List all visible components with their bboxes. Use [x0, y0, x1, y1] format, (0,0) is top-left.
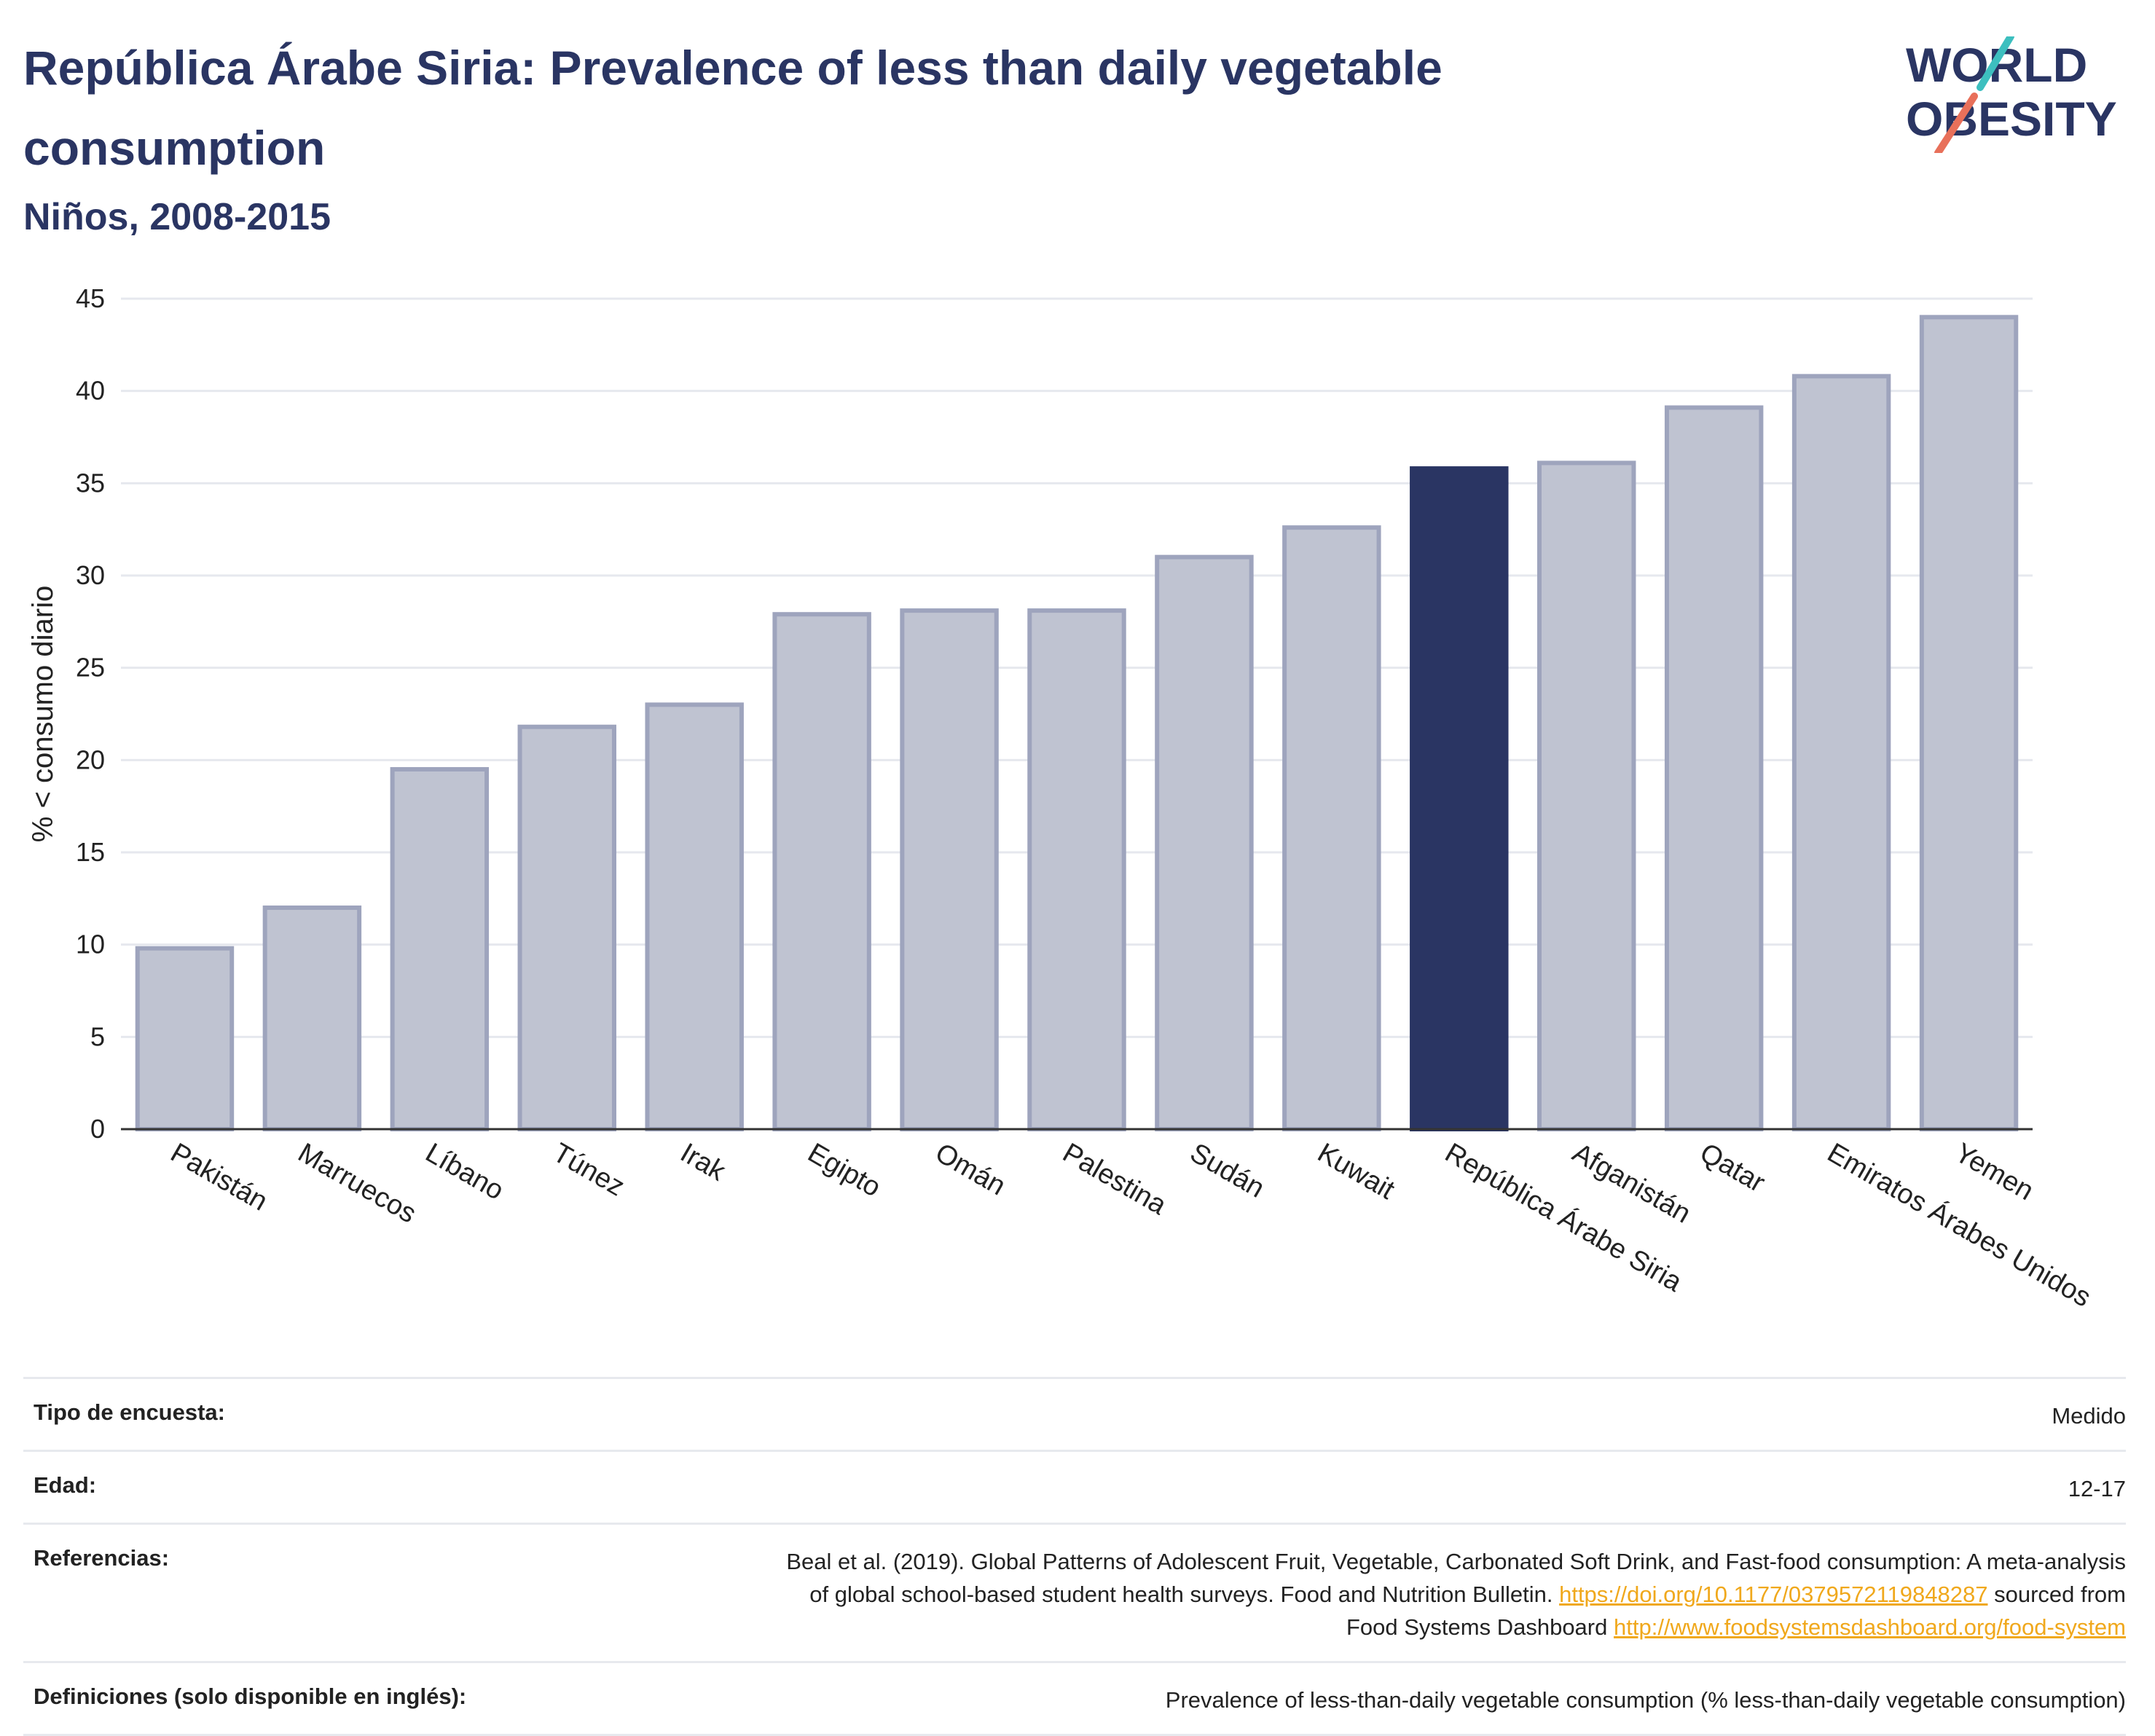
x-tick-label: Túnez	[548, 1137, 629, 1202]
references-line2b: sourced from	[1994, 1582, 2126, 1607]
y-axis-label: % < consumo diario	[27, 586, 59, 842]
bar-7[interactable]	[900, 608, 999, 1131]
x-tick-label: Líbano	[420, 1137, 509, 1206]
survey-label: Tipo de encuesta:	[34, 1399, 225, 1425]
bar-15[interactable]	[1919, 315, 2019, 1131]
bars	[135, 315, 2019, 1132]
bar-9[interactable]	[1155, 554, 1254, 1131]
x-tick-label: Egipto	[803, 1137, 886, 1203]
doi-link[interactable]: https://doi.org/10.1177/0379572119848287	[1559, 1582, 1988, 1607]
references-line1: Beal et al. (2019). Global Patterns of A…	[786, 1549, 2126, 1574]
y-tick-label: 0	[90, 1114, 105, 1144]
references-line2a: of global school-based student health su…	[809, 1582, 1553, 1607]
info-row-age: Edad: 12-17	[23, 1450, 2126, 1523]
y-tick-label: 5	[90, 1021, 105, 1051]
world-obesity-logo[interactable]: WORLD OBESITY	[1901, 33, 2142, 157]
y-tick-label: 10	[76, 930, 105, 959]
bar-3[interactable]	[390, 767, 490, 1131]
x-tick-label: Marruecos	[293, 1137, 421, 1229]
info-row-survey: Tipo de encuesta: Medido	[23, 1377, 2126, 1450]
x-tick-label: Palestina	[1058, 1137, 1172, 1221]
x-tick-label: Irak	[675, 1137, 731, 1187]
world-obesity-logo-icon: WORLD OBESITY	[1906, 33, 2117, 157]
x-tick-label: Qatar	[1695, 1137, 1770, 1198]
bar-13[interactable]	[1664, 405, 1764, 1131]
y-tick-label: 15	[76, 837, 105, 867]
definitions-label: Definiciones (solo disponible en inglés)…	[34, 1684, 467, 1709]
x-tick-label: Pakistán	[165, 1137, 272, 1217]
bar-chart: 0 5 10 15 20 25 30 35 40 45 Pakistán MarruecosLíban…	[27, 283, 2096, 1313]
references-value: Beal et al. (2019). Global Patterns of A…	[786, 1545, 2126, 1643]
bar-2[interactable]	[262, 906, 362, 1131]
bar-11[interactable]	[1410, 466, 1509, 1132]
food-systems-link[interactable]: http://www.foodsystemsdashboard.org/food…	[1614, 1614, 2126, 1640]
age-value: 12-17	[2068, 1476, 2126, 1501]
logo-slash-teal	[1977, 33, 2014, 91]
references-line3a: Food Systems Dashboard	[1346, 1614, 1608, 1640]
y-tick-label: 30	[76, 560, 105, 590]
x-tick-label: Kuwait	[1312, 1137, 1400, 1206]
y-tick-label: 40	[76, 376, 105, 406]
y-tick-label: 35	[76, 468, 105, 498]
chart-title: República Árabe Siria: Prevalence of les…	[23, 41, 1442, 175]
y-tick-label: 25	[76, 653, 105, 683]
x-tick-label: Omán	[930, 1137, 1011, 1201]
references-label: Referencias:	[34, 1545, 170, 1571]
x-tick-label: Sudán	[1185, 1137, 1269, 1203]
bar-14[interactable]	[1791, 374, 1891, 1131]
x-tick-label: República Árabe Siria	[1440, 1137, 1688, 1298]
bar-5[interactable]	[645, 702, 744, 1131]
y-tick-label: 45	[76, 283, 105, 313]
bar-12[interactable]	[1537, 460, 1636, 1131]
chart-subtitle: Niños, 2008-2015	[23, 196, 331, 238]
bar-1[interactable]	[135, 946, 235, 1131]
info-table: Tipo de encuesta: Medido Edad: 12-17 Ref…	[23, 1377, 2126, 1736]
x-tick-label: Yemen	[1950, 1137, 2038, 1206]
logo-text-obesity: OBESITY	[1906, 92, 2117, 146]
info-row-references: Referencias: Beal et al. (2019). Global …	[23, 1523, 2126, 1661]
bar-4[interactable]	[517, 724, 616, 1131]
bar-8[interactable]	[1027, 608, 1126, 1131]
y-tick-label: 20	[76, 745, 105, 774]
bar-10[interactable]	[1282, 525, 1381, 1131]
info-row-definitions: Definiciones (solo disponible en inglés)…	[23, 1661, 2126, 1736]
logo-slash-coral	[1934, 93, 1978, 157]
survey-value: Medido	[2052, 1403, 2126, 1429]
bar-6[interactable]	[772, 612, 871, 1131]
definitions-value: Prevalence of less-than-daily vegetable …	[1165, 1687, 2126, 1713]
age-label: Edad:	[34, 1472, 97, 1498]
